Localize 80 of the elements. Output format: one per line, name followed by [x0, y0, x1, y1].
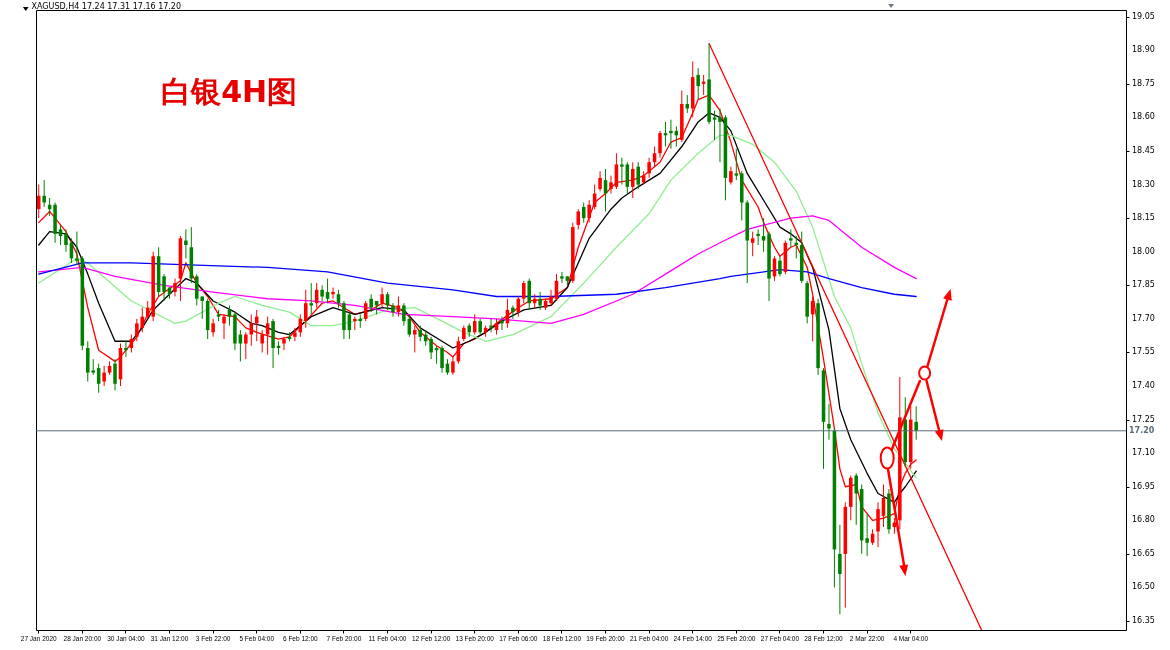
candlestick: [429, 336, 433, 360]
candlestick: [598, 170, 602, 192]
candlestick: [658, 130, 662, 159]
y-tick-label: 17.40: [1132, 381, 1155, 391]
candlestick: [914, 405, 918, 441]
y-tick-label: 17.10: [1132, 448, 1155, 458]
candlestick: [778, 255, 782, 277]
candlestick: [631, 161, 635, 199]
candlestick: [827, 403, 831, 441]
candlestick: [282, 336, 286, 351]
y-tick-label: 16.35: [1132, 616, 1155, 626]
candlestick: [511, 304, 515, 320]
y-tick-label: 18.75: [1132, 78, 1155, 88]
candlestick: [587, 199, 591, 224]
candlestick: [413, 325, 417, 353]
candlestick: [500, 316, 504, 331]
candlestick: [391, 302, 395, 318]
candlestick: [265, 316, 270, 356]
candlestick: [113, 358, 117, 392]
y-tick-label: 16.65: [1132, 548, 1155, 558]
candlestick: [609, 175, 613, 195]
candlestick: [135, 318, 139, 342]
y-tick-label: 18.45: [1132, 146, 1155, 156]
candlestick: [538, 291, 542, 311]
candlestick: [527, 278, 531, 311]
candlestick: [718, 107, 722, 163]
y-tick-label: 17.70: [1132, 313, 1155, 323]
candlestick: [549, 289, 553, 306]
y-tick-label: 18.60: [1132, 112, 1155, 122]
y-tick-label: 18.30: [1132, 179, 1155, 189]
y-tick-label: 19.05: [1132, 11, 1155, 21]
candlestick: [293, 327, 297, 342]
candlestick: [712, 110, 717, 141]
candlestick: [522, 280, 526, 304]
candlestick: [750, 231, 755, 257]
line-series: [38, 215, 917, 325]
candlestick: [620, 157, 624, 186]
y-tick-label: 17.85: [1132, 280, 1155, 290]
candlestick: [249, 313, 254, 347]
candlestick: [696, 67, 700, 101]
candlestick: [184, 228, 188, 259]
candlestick: [854, 472, 858, 526]
candlestick: [222, 313, 226, 340]
candlestick: [865, 513, 869, 557]
candlestick: [402, 302, 406, 327]
y-tick-label: 18.90: [1132, 45, 1155, 55]
candlestick: [124, 340, 128, 358]
candlestick: [560, 271, 564, 284]
y-tick-label: 18.15: [1132, 213, 1155, 223]
candlestick: [64, 228, 68, 253]
candlestick: [761, 217, 766, 253]
text: 白银4H图: [161, 73, 298, 111]
candlestick: [244, 331, 248, 360]
ref-line-label: 17.20: [1129, 425, 1155, 435]
candlestick: [162, 273, 166, 302]
candlestick: [838, 524, 842, 615]
candlestick: [756, 228, 760, 246]
y-tick-label: 16.95: [1132, 481, 1155, 491]
y-tick-label: 17.55: [1132, 347, 1155, 357]
candlestick: [102, 365, 106, 387]
candlestick: [636, 161, 640, 190]
candlestick: [647, 157, 651, 179]
y-tick-label: 16.50: [1132, 582, 1155, 592]
candlestick: [211, 318, 215, 338]
candlestick: [75, 231, 79, 266]
y-tick-label: 17.25: [1132, 414, 1155, 424]
y-tick-label: 18.00: [1132, 246, 1155, 256]
candlestick: [669, 119, 673, 150]
candlestick: [309, 282, 313, 315]
candlestick: [260, 329, 264, 353]
y-tick-label: 16.80: [1132, 515, 1155, 525]
annotation: XAGUSD,H4 17.24 17.31 17.16 17.20: [31, 2, 182, 11]
candlestick: [331, 287, 335, 300]
candlestick: [380, 287, 384, 309]
candlestick: [440, 345, 444, 374]
candlestick: [489, 318, 493, 333]
candlestick: [304, 289, 308, 329]
candlestick: [734, 148, 739, 181]
candlestick: [42, 179, 46, 208]
candlestick: [320, 284, 324, 302]
